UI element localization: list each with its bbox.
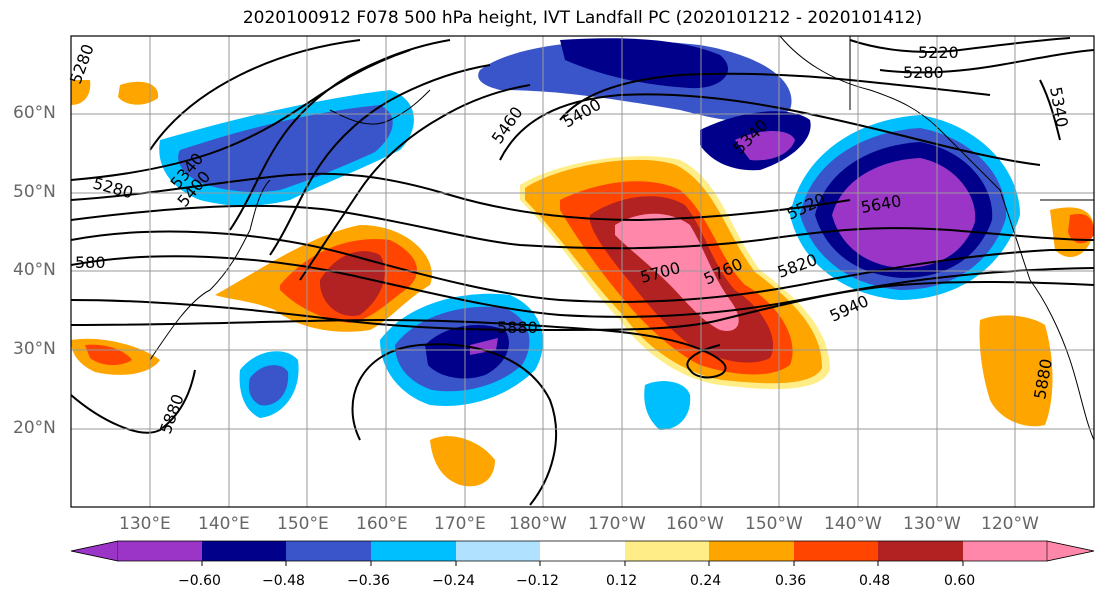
colorbar-tick: 0.36 bbox=[775, 573, 807, 589]
lon-label: 140°E bbox=[198, 514, 250, 534]
contour-label: 5940 bbox=[827, 291, 872, 325]
colorbar-tick: −0.60 bbox=[178, 573, 221, 589]
lat-label: 50°N bbox=[13, 182, 56, 202]
lon-label: 150°W bbox=[745, 514, 803, 534]
contour-label: 5340 bbox=[1046, 85, 1072, 128]
lon-label: 180°W bbox=[509, 514, 567, 534]
colorbar bbox=[70, 540, 1095, 566]
lat-label: 40°N bbox=[13, 260, 56, 280]
colorbar-tick: 0.48 bbox=[859, 573, 891, 589]
lon-label: 130°W bbox=[903, 514, 961, 534]
graticule bbox=[71, 36, 1094, 507]
lon-label: 150°E bbox=[277, 514, 329, 534]
height-contours bbox=[71, 37, 1094, 506]
lon-label: 170°W bbox=[588, 514, 646, 534]
lon-label: 130°E bbox=[119, 514, 171, 534]
colorbar-tick: −0.12 bbox=[516, 573, 559, 589]
contour-label: 5820 bbox=[775, 250, 820, 282]
lon-label: 170°E bbox=[434, 514, 486, 534]
contour-label: 5460 bbox=[488, 103, 527, 147]
colorbar-tick: −0.36 bbox=[347, 573, 390, 589]
colorbar-tick: 0.24 bbox=[690, 573, 722, 589]
lat-label: 30°N bbox=[13, 339, 56, 359]
contour-label: 5280 bbox=[903, 63, 944, 82]
lon-label: 160°W bbox=[666, 514, 724, 534]
colorbar-tick: 0.60 bbox=[944, 573, 976, 589]
colorbar-tick: 0.12 bbox=[606, 573, 638, 589]
lat-label: 60°N bbox=[13, 103, 56, 123]
map-frame bbox=[70, 35, 1095, 508]
lat-label: 20°N bbox=[13, 418, 56, 438]
contour-label: 580 bbox=[75, 253, 106, 272]
lon-label: 160°E bbox=[356, 514, 408, 534]
map-title: 2020100912 F078 500 hPa height, IVT Land… bbox=[242, 8, 923, 28]
lon-label: 140°W bbox=[824, 514, 882, 534]
colorbar-tick: −0.24 bbox=[432, 573, 475, 589]
ivt-positive-east bbox=[979, 315, 1053, 427]
colorbar-tick: −0.48 bbox=[262, 573, 305, 589]
contour-label: 5220 bbox=[918, 43, 959, 62]
contour-label: 5880 bbox=[156, 392, 188, 437]
contour-label: 5880 bbox=[497, 318, 538, 337]
lon-label: 120°W bbox=[981, 514, 1039, 534]
